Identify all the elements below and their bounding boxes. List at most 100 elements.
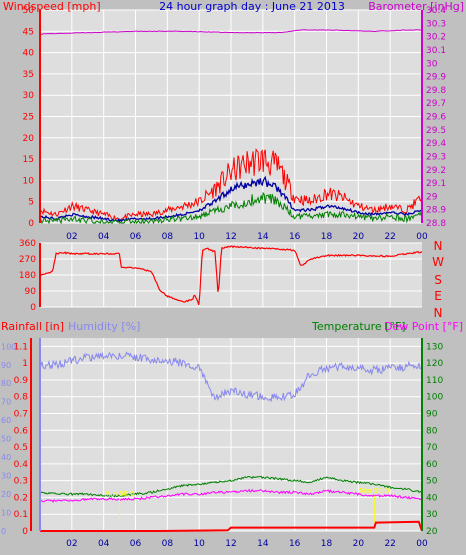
humidity-y-tick-label: 80 xyxy=(1,379,11,388)
barometer-y-tick-label: 30.3 xyxy=(426,19,446,29)
wind-y-tick-label: 10 xyxy=(23,176,35,186)
temperature-y-tick-label: 40 xyxy=(426,493,438,503)
rainfall-y-tick-label: 0.1 xyxy=(14,510,28,520)
rainfall-series-line xyxy=(40,520,423,532)
barometer-series-line xyxy=(40,29,423,35)
weather-x-tick-label: 16 xyxy=(289,539,301,549)
temperature-y-tick-label: 70 xyxy=(426,443,438,453)
graph-title: 24 hour graph day : June 21 2013 xyxy=(159,0,345,13)
weather-x-tick-label: 08 xyxy=(162,539,174,549)
rainfall-y-tick-label: 0.8 xyxy=(14,393,29,403)
compass-label: N xyxy=(434,239,443,253)
temperature-y-tick-label: 50 xyxy=(426,477,438,487)
wind-y-tick-label: 25 xyxy=(23,113,34,123)
wind-y-tick-label: 45 xyxy=(23,27,34,37)
wind-x-tick-label: 08 xyxy=(162,232,174,242)
temp-humidity-panel: Min 50.6 Min 50.0 0 0.1 0.2 0.3 0.4 0.5 0.6 0.7 0… xyxy=(1,320,463,549)
direction-y-tick-label: 270 xyxy=(19,255,36,265)
humidity-series-line xyxy=(39,351,423,403)
weather-x-tick-label: 12 xyxy=(225,539,236,549)
wind-y-tick-label: 40 xyxy=(23,49,35,59)
barometer-y-tick-label: 29.1 xyxy=(426,179,446,189)
weather-x-tick-label: 18 xyxy=(321,539,333,549)
wind-direction-series-line xyxy=(39,245,423,306)
min-marker-label: Min 50.0 xyxy=(359,487,389,495)
windspeed-axis-label: Windspeed [mph] xyxy=(3,0,101,13)
barometer-axis-label: Barometer [inHg] xyxy=(368,0,464,13)
wind-y-tick-label: 0 xyxy=(28,219,34,229)
barometer-y-tick-label: 29 xyxy=(426,192,438,202)
wind-x-tick-label: 14 xyxy=(257,232,269,242)
wind-low-series-line xyxy=(39,191,423,225)
humidity-y-tick-label: 60 xyxy=(1,416,11,425)
compass-label: E xyxy=(434,289,442,303)
wind-y-tick-label: 5 xyxy=(28,198,34,208)
wind-x-tick-label: 22 xyxy=(384,232,395,242)
wind-x-tick-label: 04 xyxy=(98,232,110,242)
wind-average-series-line xyxy=(39,175,423,223)
barometer-y-tick-label: 30.2 xyxy=(426,33,446,43)
wind-x-tick-label: 10 xyxy=(193,232,205,242)
rainfall-y-tick-label: 0.5 xyxy=(14,443,28,453)
barometer-y-tick-label: 30.1 xyxy=(426,46,446,56)
rainfall-y-tick-label: 1 xyxy=(22,359,28,369)
weather-x-tick-label: 06 xyxy=(130,539,142,549)
barometer-y-tick-label: 29.4 xyxy=(426,139,446,149)
rainfall-y-tick-label: 0.9 xyxy=(14,376,29,386)
min-marker-label: Min 50.6 xyxy=(104,490,135,498)
humidity-axis-label: Humidity [%] xyxy=(68,320,140,333)
direction-y-tick-label: 360 xyxy=(19,239,36,249)
barometer-y-tick-label: 29.2 xyxy=(426,166,446,176)
barometer-y-tick-label: 29.8 xyxy=(426,86,446,96)
humidity-y-tick-label: 0 xyxy=(1,527,6,536)
wind-x-tick-label: 16 xyxy=(289,232,301,242)
direction-y-tick-label: 0 xyxy=(30,303,36,313)
weather-x-tick-label: 04 xyxy=(98,539,110,549)
temperature-y-tick-label: 90 xyxy=(426,410,438,420)
humidity-y-tick-label: 70 xyxy=(1,398,11,407)
temperature-y-tick-label: 60 xyxy=(426,460,438,470)
humidity-y-tick-label: 100 xyxy=(1,342,16,351)
wind-barometer-panel: 0 5 10 15 20 25 30 35 40 45 50 28.8 28.9 29 29.1 29.2 2… xyxy=(3,0,464,242)
barometer-y-tick-label: 29.3 xyxy=(426,152,446,162)
barometer-y-tick-label: 30 xyxy=(426,59,438,69)
weather-x-tick-label: 14 xyxy=(257,539,269,549)
rainfall-y-tick-label: 0.3 xyxy=(14,477,28,487)
rainfall-y-tick-label: 0 xyxy=(22,527,28,537)
wind-x-tick-label: 12 xyxy=(225,232,236,242)
weather-x-tick-label: 00 xyxy=(416,539,428,549)
wind-x-tick-label: 18 xyxy=(321,232,333,242)
humidity-y-tick-label: 30 xyxy=(1,472,11,481)
barometer-y-tick-label: 29.7 xyxy=(426,99,446,109)
humidity-y-tick-label: 20 xyxy=(1,490,11,499)
weather-x-tick-label: 22 xyxy=(384,539,395,549)
wind-y-tick-label: 35 xyxy=(23,70,34,80)
temperature-y-tick-label: 30 xyxy=(426,510,438,520)
barometer-y-tick-label: 28.8 xyxy=(426,219,446,229)
wind-y-tick-label: 15 xyxy=(23,155,34,165)
humidity-y-tick-label: 40 xyxy=(1,453,11,462)
temperature-y-tick-label: 130 xyxy=(426,342,443,352)
windspeed-series-line xyxy=(39,147,423,222)
wind-y-tick-label: 50 xyxy=(23,6,35,16)
barometer-y-tick-label: 28.9 xyxy=(426,206,446,216)
temperature-y-tick-label: 100 xyxy=(426,393,443,403)
temperature-series-line xyxy=(39,475,423,498)
rainfall-axis-label: Rainfall [in] xyxy=(1,320,64,333)
humidity-y-tick-label: 90 xyxy=(1,361,11,370)
wind-x-tick-label: 20 xyxy=(353,232,365,242)
dewpoint-series-line xyxy=(39,488,423,503)
rainfall-y-tick-label: 0.7 xyxy=(14,410,28,420)
barometer-y-tick-label: 29.6 xyxy=(426,113,446,123)
barometer-y-tick-label: 29.9 xyxy=(426,73,446,83)
weather-x-tick-label: 02 xyxy=(66,539,77,549)
direction-y-tick-label: 90 xyxy=(25,287,37,297)
temperature-y-tick-label: 120 xyxy=(426,359,443,369)
wind-y-tick-label: 20 xyxy=(23,134,35,144)
rainfall-y-tick-label: 0.4 xyxy=(14,460,29,470)
dewpoint-axis-label: Dew Point [°F] xyxy=(384,320,463,333)
temperature-y-tick-label: 20 xyxy=(426,527,438,537)
wind-x-tick-label: 00 xyxy=(416,232,428,242)
